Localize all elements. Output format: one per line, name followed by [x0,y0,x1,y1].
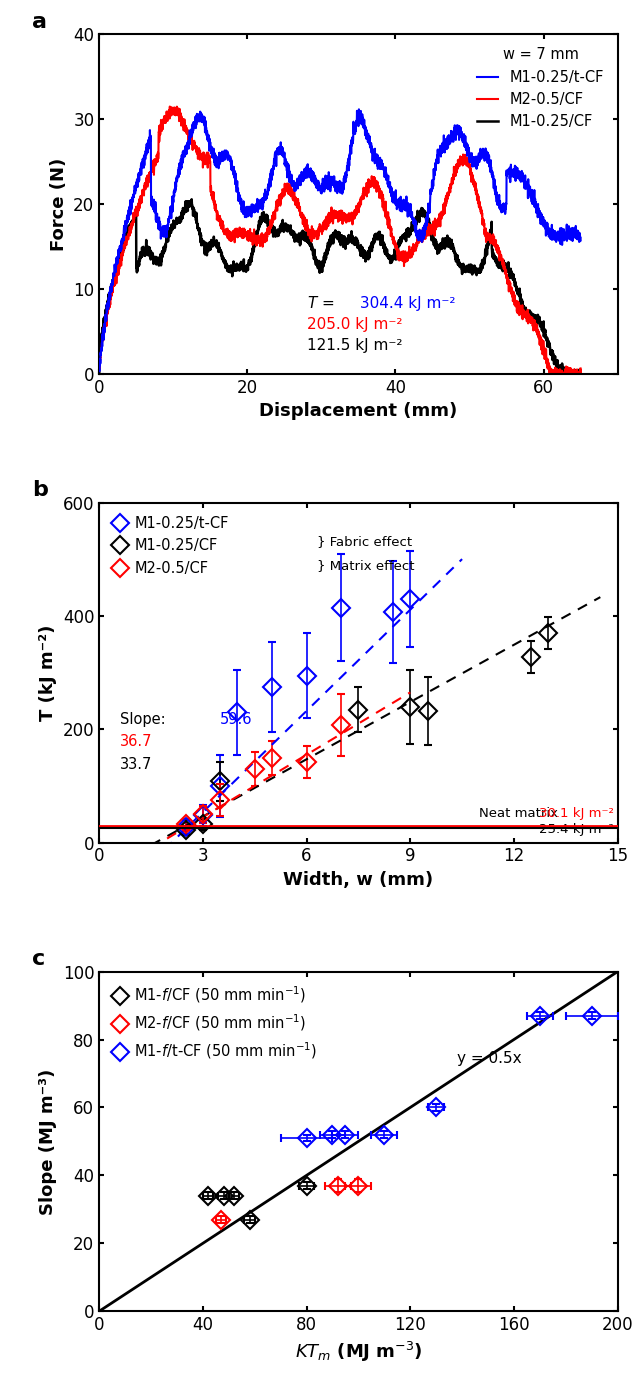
M1-0.25/t-CF [577,229,584,246]
Text: Neat matrix: Neat matrix [479,806,558,820]
M2-0.5/CF [179,111,187,128]
M1-0.25/t-CF [516,172,524,188]
Text: } Matrix effect: } Matrix effect [317,559,415,573]
M2-0.5/CF [280,187,288,203]
Text: b: b [32,481,48,500]
Line: M1-0.25/t-CF: M1-0.25/t-CF [99,110,580,371]
Text: 304.4 kJ m⁻²: 304.4 kJ m⁻² [355,295,455,310]
M1-0.25/CF [568,362,575,379]
Text: 59.6: 59.6 [220,711,253,726]
X-axis label: $KT_m$ (MJ m$^{-3}$): $KT_m$ (MJ m$^{-3}$) [294,1340,422,1363]
M1-0.25/t-CF [179,144,187,161]
Text: $T$ =: $T$ = [307,295,334,310]
M2-0.5/CF [546,365,554,382]
M2-0.5/CF [577,360,584,376]
M1-0.25/CF [280,217,288,233]
M1-0.25/t-CF [301,161,308,177]
M2-0.5/CF [516,305,524,321]
M2-0.5/CF [95,361,103,378]
M1-0.25/t-CF [568,224,575,240]
Y-axis label: Force (N): Force (N) [50,158,68,251]
M1-0.25/t-CF [95,362,103,379]
M1-0.25/CF [95,365,103,382]
M1-0.25/CF [188,191,195,207]
X-axis label: Width, w (mm): Width, w (mm) [284,870,433,888]
M1-0.25/t-CF [280,148,288,165]
Text: 25.4 kJ m⁻²: 25.4 kJ m⁻² [540,822,614,836]
Text: y = 0.5x: y = 0.5x [457,1052,522,1067]
M1-0.25/t-CF [150,200,158,217]
M1-0.25/CF [301,232,308,249]
M2-0.5/CF [166,99,173,115]
M1-0.25/t-CF [95,360,103,376]
Legend: M1-0.25/t-CF, M2-0.5/CF, M1-0.25/CF: M1-0.25/t-CF, M2-0.5/CF, M1-0.25/CF [471,41,611,135]
Text: 205.0 kJ m⁻²: 205.0 kJ m⁻² [307,317,402,332]
Text: 36.7: 36.7 [120,735,152,750]
M1-0.25/CF [516,288,524,305]
Text: c: c [32,949,45,969]
Legend: M1-$f$/CF (50 mm min$^{-1}$), M2-$f$/CF (50 mm min$^{-1}$), M1-$f$/t-CF (50 mm m: M1-$f$/CF (50 mm min$^{-1}$), M2-$f$/CF … [106,979,323,1067]
M2-0.5/CF [301,209,308,225]
Text: 33.7: 33.7 [120,757,152,772]
Text: Slope:: Slope: [120,711,170,726]
Line: M2-0.5/CF: M2-0.5/CF [99,107,580,373]
M1-0.25/CF [150,254,158,270]
Line: M1-0.25/CF: M1-0.25/CF [99,199,580,373]
M1-0.25/CF [577,365,584,382]
M2-0.5/CF [568,365,575,382]
M1-0.25/t-CF [355,102,363,118]
Y-axis label: Slope (MJ m⁻³): Slope (MJ m⁻³) [39,1068,57,1215]
Y-axis label: T (kJ m⁻²): T (kJ m⁻²) [39,625,57,721]
X-axis label: Displacement (mm): Displacement (mm) [259,402,458,420]
Legend: M1-0.25/t-CF, M1-0.25/CF, M2-0.5/CF: M1-0.25/t-CF, M1-0.25/CF, M2-0.5/CF [106,511,234,582]
Text: 121.5 kJ m⁻²: 121.5 kJ m⁻² [307,338,402,353]
Text: } Fabric effect: } Fabric effect [317,535,412,549]
Text: a: a [32,11,47,32]
M1-0.25/CF [179,205,186,221]
M2-0.5/CF [150,158,158,174]
Text: 30.1 kJ m⁻²: 30.1 kJ m⁻² [540,806,614,820]
